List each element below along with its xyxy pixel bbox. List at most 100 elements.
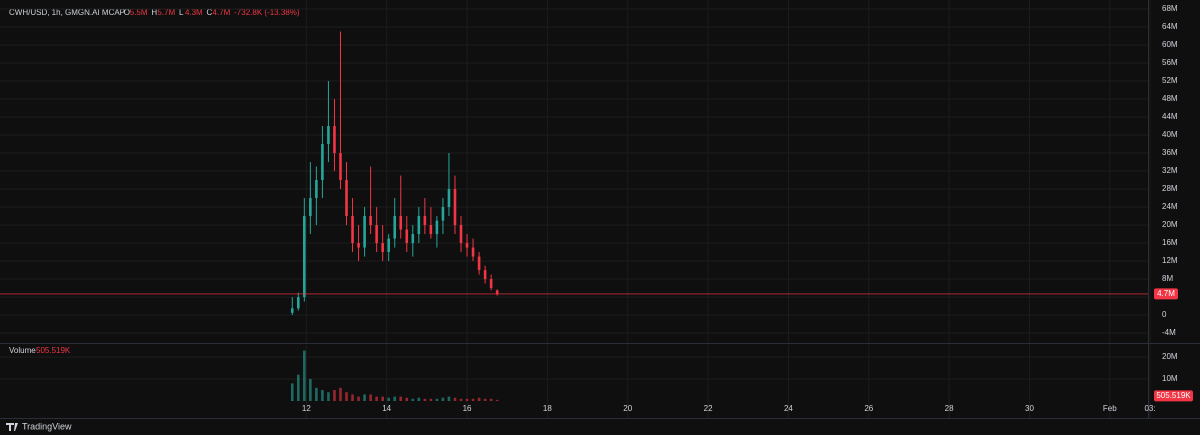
candle-body [435,220,439,235]
volume-bar [423,398,427,401]
y-tick-label: 64M [1162,22,1178,31]
volume-bar [303,350,306,401]
volume-bar [357,396,360,401]
logo [6,423,18,431]
candle-body [477,256,481,271]
candle-body [423,216,427,226]
volume-bar [435,398,439,401]
y-tick-label: 12M [1162,256,1178,265]
volume-tick-label: 20M [1162,352,1178,361]
volume-bar [369,394,372,401]
candle-body [363,216,366,248]
legend-key: O [124,8,130,17]
candle-body [357,243,360,248]
volume-bar [411,398,415,401]
y-tick-label: 16M [1162,238,1178,247]
volume-bar [393,396,397,401]
volume-bar [296,374,300,401]
y-tick-label: 20M [1162,220,1178,229]
x-tick-label: 30 [1025,404,1034,413]
legend-key: L [179,8,184,17]
x-tick-label: 03: [1144,404,1155,413]
x-tick-label: 20 [623,404,632,413]
volume-bar [495,399,499,401]
y-tick-label: 40M [1162,130,1178,139]
candle-body [369,216,372,226]
volume-tag: 505.519K [1156,391,1191,400]
y-tick-label: 60M [1162,40,1178,49]
candle-body [471,247,475,257]
y-tick-label: 44M [1162,112,1178,121]
x-tick-label: 28 [945,404,954,413]
price-tag-bg [1154,288,1178,300]
candle-body [321,144,324,181]
y-tick-label: 68M [1162,4,1178,13]
y-tick-label: 32M [1162,166,1178,175]
volume-bar [477,397,481,401]
legend-value: 5.7M [157,8,175,17]
candle-body [429,225,433,235]
y-tick-label: -4M [1162,328,1176,337]
volume-bar [387,397,390,401]
candle-body [296,297,300,309]
volume-bar [459,398,463,401]
candle-body [381,243,384,253]
legend-value: 4.3M [185,8,203,17]
volume-bar [345,392,348,401]
volume-bar [453,397,457,401]
header: CWH/USD, 1h, GMGN.AI MCAP O 5.5M H 5.7M L 4.3… [9,8,300,17]
volume-bar [327,392,330,401]
y-tick-label: 52M [1162,76,1178,85]
candle-body [375,225,378,244]
legend-key: H [151,8,157,17]
volume-value: 505.519K [36,346,71,355]
candle-body [393,216,397,239]
candle-body [495,290,499,294]
candle-body [351,216,354,244]
volume-bar [465,398,469,401]
candle-body [489,279,493,289]
y-tick-label: 28M [1162,184,1178,193]
volume-tick-label: 10M [1162,374,1178,383]
volume-bar [447,396,451,401]
volume-bar [417,397,421,401]
candle-body [309,198,312,217]
y-tick-label: 48M [1162,94,1178,103]
volume-bar [471,398,475,401]
volume-bar [489,398,493,401]
x-tick-label: 12 [302,404,311,413]
candle-body [327,126,330,145]
x-tick-label: 18 [543,404,552,413]
x-tick-label: 26 [864,404,873,413]
candle-body [399,216,403,230]
volume-title: Volume [9,346,36,355]
candle-body [405,229,409,244]
candle-body [290,308,294,313]
volume-bar [441,397,445,401]
volume-bar [375,396,378,401]
candle-body [447,189,451,208]
legend-change: -732.8K (-13.38%) [234,8,300,17]
footer-brand: TradingView [22,421,72,431]
x-tick-label: 16 [463,404,472,413]
candle-body [465,243,469,248]
y-tick-label: 56M [1162,58,1178,67]
candle-body [441,207,445,221]
volume-bar [315,387,318,401]
candle-body [315,180,318,199]
x-tick-label: 22 [704,404,713,413]
candle-body [483,270,487,280]
legend-value: 5.5M [130,8,148,17]
volume-bar [363,394,366,401]
candle-body [339,153,342,181]
volume-bar [309,379,312,401]
legend-value: 4.7M [213,8,231,17]
candle-body [459,225,463,244]
y-tick-label: 24M [1162,202,1178,211]
volume-bar [483,398,487,401]
y-tick-label: 0 [1162,310,1167,319]
candle-body [345,180,348,217]
x-tick-label: Feb [1103,404,1117,413]
candle-body [303,216,306,298]
